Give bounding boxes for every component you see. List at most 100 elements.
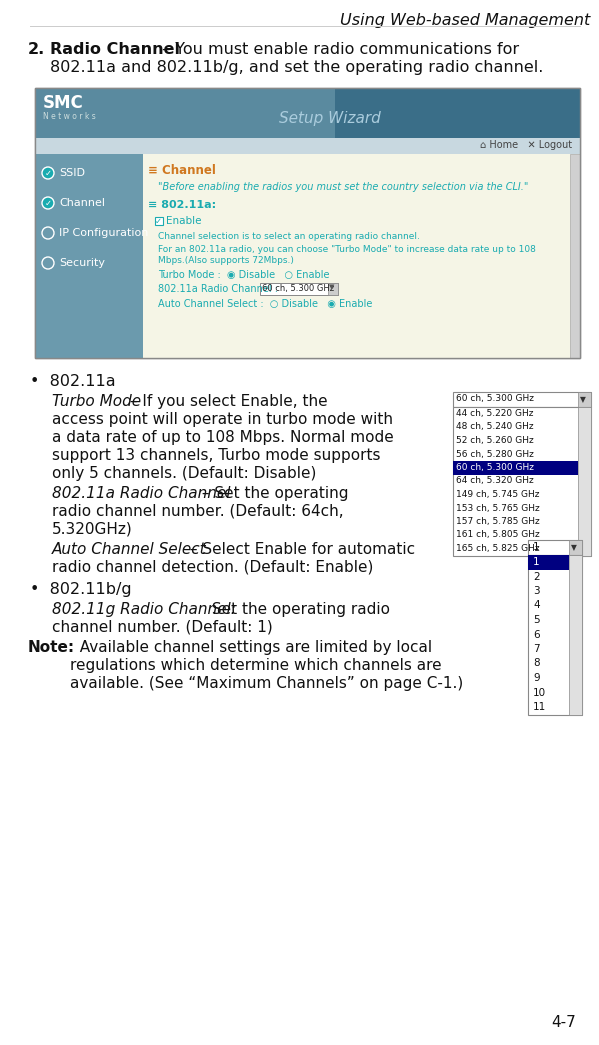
Bar	[453, 407, 591, 556]
Text: 44 ch, 5.220 GHz: 44 ch, 5.220 GHz	[456, 409, 534, 418]
Text: Channel: Channel	[59, 198, 105, 208]
Text: Auto Channel Select :  ○ Disable   ◉ Enable: Auto Channel Select : ○ Disable ◉ Enable	[158, 299, 373, 309]
Bar	[328, 283, 338, 295]
Text: Note:: Note:	[28, 640, 75, 655]
Text: 10: 10	[533, 688, 546, 697]
Bar	[453, 461, 578, 474]
Text: 8: 8	[533, 658, 540, 669]
Bar	[453, 392, 591, 407]
Text: ≡ 802.11a:: ≡ 802.11a:	[148, 200, 216, 210]
Text: 161 ch, 5.805 GHz: 161 ch, 5.805 GHz	[456, 531, 540, 539]
Text: SMC: SMC	[43, 94, 84, 112]
Text: ⌂ Home   ✕ Logout: ⌂ Home ✕ Logout	[480, 140, 572, 150]
Text: 60 ch, 5.300 GHz: 60 ch, 5.300 GHz	[456, 463, 534, 472]
Text: 802.11a and 802.11b/g, and set the operating radio channel.: 802.11a and 802.11b/g, and set the opera…	[50, 60, 543, 75]
Text: 165 ch, 5.825 GHz: 165 ch, 5.825 GHz	[456, 544, 540, 553]
Text: N e t w o r k s: N e t w o r k s	[43, 112, 96, 121]
Text: SSID: SSID	[59, 168, 85, 178]
Text: ≡ Channel: ≡ Channel	[148, 164, 216, 177]
Text: 157 ch, 5.785 GHz: 157 ch, 5.785 GHz	[456, 517, 540, 526]
Text: 4-7: 4-7	[551, 1015, 576, 1030]
Text: •  802.11a: • 802.11a	[30, 374, 116, 389]
Text: •  802.11b/g: • 802.11b/g	[30, 582, 132, 597]
Text: – Set the operating: – Set the operating	[197, 486, 349, 501]
Text: 56 ch, 5.280 GHz: 56 ch, 5.280 GHz	[456, 449, 534, 459]
Text: ▼: ▼	[571, 543, 577, 552]
Text: Turbo Mode :  ◉ Disable   ○ Enable: Turbo Mode : ◉ Disable ○ Enable	[158, 270, 329, 280]
Text: 2.: 2.	[28, 42, 46, 57]
Text: 6: 6	[533, 629, 540, 640]
Text: Channel selection is to select an operating radio channel.: Channel selection is to select an operat…	[158, 232, 420, 241]
Text: Radio Channel: Radio Channel	[50, 42, 180, 57]
Text: – If you select Enable, the: – If you select Enable, the	[125, 394, 328, 409]
Circle shape	[42, 198, 54, 209]
Text: ▼: ▼	[580, 395, 586, 404]
Text: only 5 channels. (Default: Disable): only 5 channels. (Default: Disable)	[52, 466, 316, 481]
Text: Turbo Mode: Turbo Mode	[52, 394, 141, 409]
Text: 1: 1	[533, 557, 540, 567]
Text: Setup Wizard: Setup Wizard	[279, 111, 381, 125]
Text: 1: 1	[533, 542, 540, 552]
Text: 11: 11	[533, 702, 546, 712]
Text: ✓: ✓	[44, 199, 52, 208]
Text: 802.11a Radio Channel :: 802.11a Radio Channel :	[158, 284, 278, 294]
Bar	[35, 88, 580, 358]
Text: regulations which determine which channels are: regulations which determine which channe…	[70, 658, 441, 673]
Text: – You must enable radio communications for: – You must enable radio communications f…	[157, 42, 519, 57]
Bar	[528, 555, 582, 715]
Text: channel number. (Default: 1): channel number. (Default: 1)	[52, 620, 273, 635]
Text: IP Configuration: IP Configuration	[59, 228, 149, 238]
Text: Mbps.(Also supports 72Mbps.): Mbps.(Also supports 72Mbps.)	[158, 256, 294, 265]
Bar	[155, 217, 163, 225]
Text: 802.11a Radio Channel: 802.11a Radio Channel	[52, 486, 231, 501]
Bar	[260, 283, 338, 295]
Text: 60 ch, 5.300 GHz: 60 ch, 5.300 GHz	[456, 394, 534, 403]
Text: radio channel detection. (Default: Enable): radio channel detection. (Default: Enabl…	[52, 560, 373, 575]
Bar	[35, 88, 580, 138]
Circle shape	[42, 167, 54, 179]
Bar	[569, 540, 582, 555]
Text: 52 ch, 5.260 GHz: 52 ch, 5.260 GHz	[456, 436, 534, 445]
Bar	[578, 392, 591, 407]
Text: a data rate of up to 108 Mbps. Normal mode: a data rate of up to 108 Mbps. Normal mo…	[52, 429, 394, 445]
Bar	[570, 154, 580, 358]
Text: 5.320GHz): 5.320GHz)	[52, 522, 133, 537]
Text: radio channel number. (Default: 64ch,: radio channel number. (Default: 64ch,	[52, 504, 344, 519]
Bar	[35, 138, 580, 154]
Bar	[569, 555, 582, 715]
Bar	[35, 154, 143, 358]
Text: 64 ch, 5.320 GHz: 64 ch, 5.320 GHz	[456, 477, 534, 486]
Bar	[578, 407, 591, 556]
Text: 9: 9	[533, 673, 540, 683]
Text: Using Web-based Management: Using Web-based Management	[340, 13, 590, 28]
Text: 802.11g Radio Channel:: 802.11g Radio Channel:	[52, 602, 236, 617]
Text: 7: 7	[533, 644, 540, 654]
Text: Available channel settings are limited by local: Available channel settings are limited b…	[70, 640, 432, 655]
Text: access point will operate in turbo mode with: access point will operate in turbo mode …	[52, 412, 393, 427]
Bar	[528, 540, 582, 555]
Text: Set the operating radio: Set the operating radio	[207, 602, 390, 617]
Text: 2: 2	[533, 572, 540, 581]
Text: 48 ch, 5.240 GHz: 48 ch, 5.240 GHz	[456, 422, 534, 432]
Text: support 13 channels, Turbo mode supports: support 13 channels, Turbo mode supports	[52, 448, 380, 463]
Text: ▼: ▼	[329, 284, 334, 291]
Text: For an 802.11a radio, you can choose "Turbo Mode" to increase data rate up to 10: For an 802.11a radio, you can choose "Tu…	[158, 245, 536, 254]
Bar	[528, 555, 569, 570]
Text: ✓: ✓	[155, 217, 162, 226]
Text: Security: Security	[59, 258, 105, 268]
Bar	[335, 88, 580, 138]
Text: "Before enabling the radios you must set the country selection via the CLI.": "Before enabling the radios you must set…	[158, 182, 528, 192]
Text: 4: 4	[533, 601, 540, 610]
Text: Enable: Enable	[166, 216, 201, 226]
Text: 153 ch, 5.765 GHz: 153 ch, 5.765 GHz	[456, 504, 540, 512]
Bar	[35, 88, 580, 358]
Text: – Select Enable for automatic: – Select Enable for automatic	[185, 542, 415, 557]
Text: 60 ch, 5.300 GHz: 60 ch, 5.300 GHz	[262, 284, 334, 293]
Text: Auto Channel Select: Auto Channel Select	[52, 542, 207, 557]
Text: 3: 3	[533, 586, 540, 596]
Text: available. (See “Maximum Channels” on page C-1.): available. (See “Maximum Channels” on pa…	[70, 676, 463, 691]
Text: ✓: ✓	[44, 169, 52, 178]
Text: 5: 5	[533, 616, 540, 625]
Text: 149 ch, 5.745 GHz: 149 ch, 5.745 GHz	[456, 490, 540, 500]
Bar	[143, 154, 580, 358]
